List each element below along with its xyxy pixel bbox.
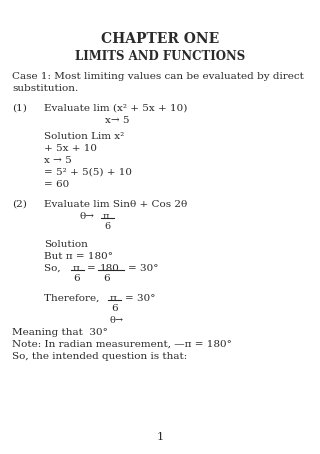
Text: Therefore,: Therefore,: [44, 294, 106, 303]
Text: (1): (1): [12, 104, 27, 113]
Text: Solution: Solution: [44, 240, 88, 249]
Text: 6: 6: [104, 222, 110, 231]
Text: π: π: [110, 294, 117, 303]
Text: θ→: θ→: [110, 316, 124, 325]
Text: = 5² + 5(5) + 10: = 5² + 5(5) + 10: [44, 168, 132, 177]
Text: substitution.: substitution.: [12, 84, 78, 93]
Text: So, the intended question is that:: So, the intended question is that:: [12, 352, 187, 361]
Text: 6: 6: [103, 274, 110, 283]
Text: π: π: [103, 212, 109, 221]
Text: CHAPTER ONE: CHAPTER ONE: [101, 32, 219, 46]
Text: Evaluate lim Sinθ + Cos 2θ: Evaluate lim Sinθ + Cos 2θ: [44, 200, 187, 209]
Text: 180: 180: [100, 264, 120, 273]
Text: So,: So,: [44, 264, 67, 273]
Text: Solution Lim x²: Solution Lim x²: [44, 132, 124, 141]
Text: = 30°: = 30°: [128, 264, 158, 273]
Text: LIMITS AND FUNCTIONS: LIMITS AND FUNCTIONS: [75, 50, 245, 63]
Text: x → 5: x → 5: [44, 156, 72, 165]
Text: π: π: [73, 264, 80, 273]
Text: Meaning that  30°: Meaning that 30°: [12, 328, 108, 337]
Text: But π = 180°: But π = 180°: [44, 252, 113, 261]
Text: Case 1: Most limiting values can be evaluated by direct: Case 1: Most limiting values can be eval…: [12, 72, 304, 81]
Text: + 5x + 10: + 5x + 10: [44, 144, 97, 153]
Text: 6: 6: [73, 274, 80, 283]
Text: Evaluate lim (x² + 5x + 10): Evaluate lim (x² + 5x + 10): [44, 104, 188, 113]
Text: = 30°: = 30°: [125, 294, 156, 303]
Text: θ→: θ→: [80, 212, 95, 221]
Text: =: =: [87, 264, 96, 273]
Text: = 60: = 60: [44, 180, 69, 189]
Text: Note: In radian measurement, —π = 180°: Note: In radian measurement, —π = 180°: [12, 340, 232, 349]
Text: x→ 5: x→ 5: [105, 116, 130, 125]
Text: 6: 6: [111, 304, 118, 313]
Text: 1: 1: [156, 432, 164, 442]
Text: (2): (2): [12, 200, 27, 209]
